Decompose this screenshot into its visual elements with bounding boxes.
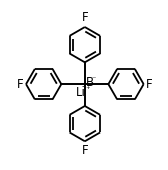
Text: F: F [17, 78, 24, 91]
Text: ⁻: ⁻ [92, 75, 96, 84]
Text: F: F [81, 11, 88, 24]
Text: F: F [146, 78, 153, 91]
Text: F: F [81, 144, 88, 157]
Text: ⁺: ⁺ [86, 85, 90, 94]
Text: Li: Li [76, 86, 86, 99]
Text: B: B [86, 76, 94, 89]
